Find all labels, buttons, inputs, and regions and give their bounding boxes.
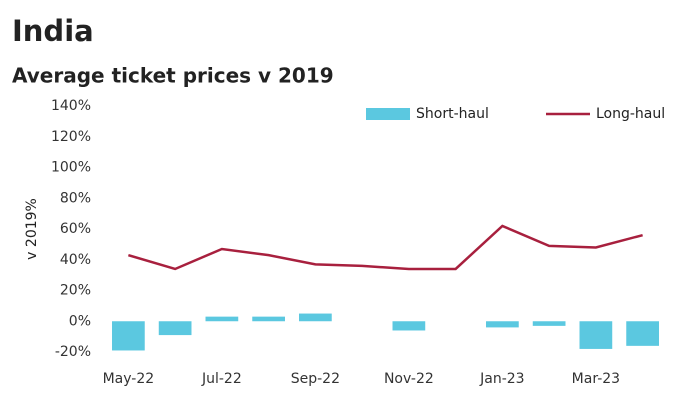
bar (112, 321, 145, 351)
y-tick-label: 0% (69, 313, 91, 329)
bar (626, 321, 659, 346)
legend-swatch (366, 108, 410, 120)
x-tick-label: Jan-23 (479, 371, 524, 387)
bar (205, 316, 239, 322)
line (128, 224, 643, 271)
x-tick-label: May-22 (103, 371, 155, 387)
x-tick-label: Nov-22 (384, 371, 434, 387)
bar (392, 321, 426, 331)
y-tick-label: -20% (55, 344, 91, 360)
legend-label: Short-haul (416, 106, 489, 122)
x-tick-label: Sep-22 (291, 371, 340, 387)
x-tick-label: Mar-23 (572, 371, 620, 387)
y-tick-label: 60% (60, 221, 91, 237)
bar (532, 321, 566, 326)
y-tick-label: 140% (51, 98, 91, 114)
y-tick-label: 100% (51, 160, 91, 176)
y-tick-label: 40% (60, 252, 91, 268)
bar (252, 316, 285, 322)
bar (579, 321, 613, 349)
y-tick-label: 80% (60, 190, 91, 206)
bar (299, 313, 332, 322)
bar (486, 321, 519, 328)
chart-title: India (12, 14, 94, 48)
y-axis-label: v 2019% (24, 198, 40, 260)
bar (158, 321, 192, 336)
y-tick-label: 120% (51, 129, 91, 145)
chart-subtitle: Average ticket prices v 2019 (12, 64, 334, 88)
x-tick-label: Jul-22 (201, 371, 242, 387)
legend-label: Long-haul (596, 106, 665, 122)
y-tick-label: 20% (60, 283, 91, 299)
